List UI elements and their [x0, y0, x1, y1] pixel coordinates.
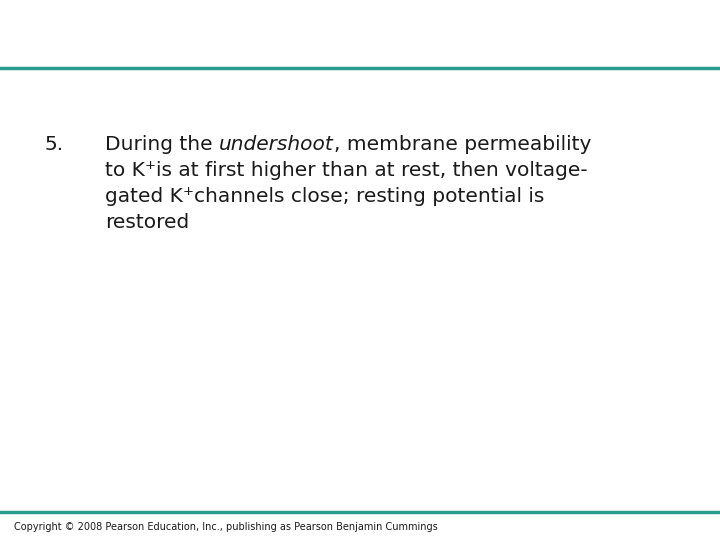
Text: +: + [145, 159, 156, 172]
Text: gated K: gated K [105, 187, 183, 206]
Text: +: + [183, 185, 194, 198]
Text: channels close; resting potential is: channels close; resting potential is [194, 187, 544, 206]
Text: restored: restored [105, 213, 189, 232]
Text: undershoot: undershoot [219, 135, 334, 154]
Text: 5.: 5. [45, 135, 64, 154]
Text: is at first higher than at rest, then voltage-: is at first higher than at rest, then vo… [156, 161, 588, 180]
Text: During the: During the [105, 135, 219, 154]
Text: to K: to K [105, 161, 145, 180]
Text: Copyright © 2008 Pearson Education, Inc., publishing as Pearson Benjamin Cumming: Copyright © 2008 Pearson Education, Inc.… [14, 522, 438, 532]
Text: , membrane permeability: , membrane permeability [334, 135, 591, 154]
